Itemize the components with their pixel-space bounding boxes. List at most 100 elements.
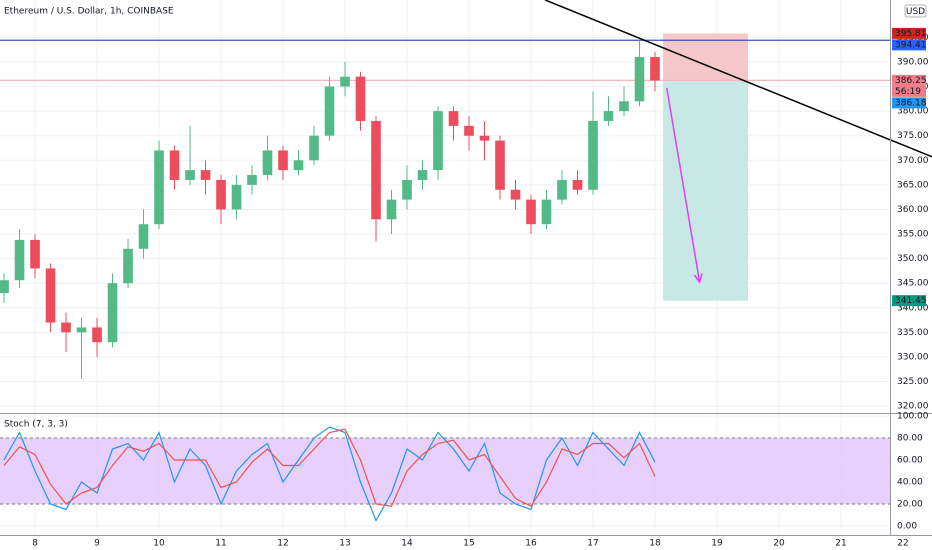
candle-body — [479, 135, 490, 141]
candle-body — [448, 111, 459, 126]
currency-box — [904, 4, 927, 18]
x-tick-label: 9 — [94, 539, 100, 549]
x-tick-label: 11 — [215, 539, 226, 549]
candle-body — [324, 86, 335, 136]
candle-body — [169, 150, 180, 180]
x-tick-label: 20 — [773, 539, 785, 549]
candle-body — [123, 248, 133, 284]
currency: USD — [906, 7, 925, 17]
y-tick-label: 320.00 — [897, 402, 929, 412]
x-tick-label: 8 — [32, 539, 38, 549]
arrow-head — [693, 273, 703, 284]
arrow — [666, 87, 701, 283]
candle-body — [138, 224, 149, 249]
candle-body — [619, 101, 629, 112]
x-tick-label: 19 — [711, 539, 723, 549]
trendline — [544, 0, 932, 158]
chart-title: Ethereum / U.S. Dollar, 1h, COINBASE — [4, 7, 174, 17]
price-label: 341.45 — [895, 296, 927, 306]
y-tick-label: 390.00 — [897, 57, 929, 67]
y-tick-label: 360.00 — [897, 205, 929, 215]
price-label: 395.81 — [895, 29, 927, 39]
x-tick-label: 16 — [525, 539, 537, 549]
candle-body — [386, 199, 397, 220]
candle-body — [371, 120, 381, 220]
y-tick-label: 330.00 — [897, 352, 929, 362]
candle-body — [510, 189, 521, 200]
x-tick-label: 12 — [277, 539, 288, 549]
y-tick-label: 325.00 — [897, 377, 929, 387]
x-tick-label: 17 — [587, 539, 598, 549]
stoch-line — [3, 428, 656, 507]
price-label-bg — [892, 39, 926, 51]
price-label: 394.41 — [895, 40, 927, 50]
price-label-bg — [892, 97, 926, 109]
candle-body — [650, 57, 660, 81]
candle-body — [76, 327, 87, 333]
candle-body — [402, 179, 412, 200]
countdown-bg — [892, 85, 926, 97]
stoch-tick-label: 40.00 — [897, 477, 923, 487]
y-tick-label: 375.00 — [897, 131, 929, 141]
y-tick-label: 345.00 — [897, 279, 929, 289]
stop-zone — [663, 33, 748, 81]
x-tick-label: 10 — [153, 539, 165, 549]
stoch-tick-label: 80.00 — [897, 433, 923, 443]
candle-body — [216, 179, 226, 210]
price-label: 386.18 — [895, 98, 927, 108]
candle-body — [588, 120, 598, 190]
candle-body — [433, 111, 443, 171]
candle-body — [107, 283, 118, 343]
candle-body — [30, 239, 40, 269]
y-tick-label: 350.00 — [897, 254, 929, 264]
stoch-tick-label: 60.00 — [897, 455, 923, 465]
price-label: 386.25 — [895, 76, 927, 86]
x-tick-label: 21 — [835, 539, 846, 549]
candle-body — [45, 268, 56, 323]
x-tick-label: 14 — [401, 539, 413, 549]
price-label-bg — [892, 295, 926, 307]
candle-body — [309, 135, 319, 161]
candle-body — [185, 170, 195, 180]
candle-body — [278, 150, 288, 171]
candle-body — [417, 170, 428, 180]
countdown: 56:19 — [895, 87, 921, 97]
candle-body — [526, 199, 536, 225]
candle-body — [464, 125, 474, 136]
price-label-bg — [892, 27, 926, 39]
stoch-tick-label: 0.00 — [897, 521, 917, 531]
candle-body — [231, 184, 242, 210]
candle-body — [154, 150, 164, 225]
candle-body — [61, 322, 71, 333]
y-tick-label: 365.00 — [897, 180, 929, 190]
price-label-bg — [892, 74, 926, 86]
candle-body — [262, 150, 273, 176]
candle-body — [200, 170, 211, 180]
x-tick-label: 15 — [463, 539, 474, 549]
candle-body — [634, 57, 645, 102]
candle-body — [247, 175, 257, 185]
y-tick-label: 335.00 — [897, 328, 929, 338]
x-tick-label: 22 — [897, 539, 908, 549]
candle-body — [355, 76, 366, 121]
candle-body — [572, 179, 583, 190]
x-tick-label: 18 — [649, 539, 661, 549]
plot-area — [0, 0, 890, 535]
candle-body — [495, 140, 505, 190]
stoch-tick-label: 20.00 — [897, 499, 923, 509]
y-tick-label: 355.00 — [897, 230, 929, 240]
stoch-tick-label: 100.00 — [897, 411, 929, 421]
candle-body — [557, 179, 567, 200]
stoch-line — [3, 426, 656, 522]
x-tick-label: 13 — [339, 539, 350, 549]
candle-body — [92, 327, 102, 343]
candle-body — [603, 111, 614, 121]
candle-body — [541, 199, 552, 225]
y-tick-label: 380.00 — [897, 107, 929, 117]
candle-body — [0, 280, 9, 294]
y-tick-label: 340.00 — [897, 303, 929, 313]
indicator-title: Stoch (7, 3, 3) — [4, 420, 68, 430]
candle-body — [14, 239, 25, 281]
candle-body — [340, 76, 350, 87]
